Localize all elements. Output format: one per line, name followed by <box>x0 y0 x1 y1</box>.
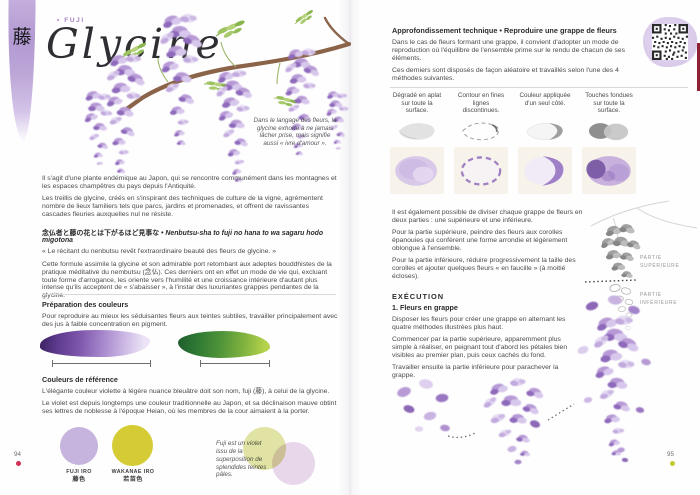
page-number: 94 <box>14 451 21 458</box>
method-sample <box>454 147 508 194</box>
technique-section: Approfondissement technique • Reproduire… <box>392 26 677 87</box>
division-paragraph: Il est également possible de diviser cha… <box>392 209 583 224</box>
body-paragraph: Cette formule assimile la glycine et son… <box>42 260 332 300</box>
division-dotted-line <box>585 279 638 283</box>
flower-caption: Dans le langage des fleurs, la glycine e… <box>253 117 337 148</box>
method-sample <box>390 147 444 194</box>
method-label: Touches fondues sur toute la surface. <box>585 92 633 115</box>
step-arrow-dotted <box>447 432 476 439</box>
qr-code <box>652 24 688 60</box>
measure-bracket <box>200 360 270 367</box>
swatch-label: WAKANAE IRO 若苗色 <box>107 469 159 484</box>
proverb-romaji: • Nenbutsu-sha to fuji no hana to wa sag… <box>42 229 324 244</box>
ref-colors-body: L'élégante couleur violette à légère nua… <box>42 387 330 395</box>
part-lower-label: PARTIE INFÉRIEURE <box>640 292 678 306</box>
section-divider <box>42 294 336 295</box>
method-sample <box>518 147 572 194</box>
prep-colors-heading: Préparation des couleurs <box>42 300 129 309</box>
left-intro-block: Il s'agit d'une plante endémique au Japo… <box>42 175 338 305</box>
method-column: Touches fondues sur toute la surface. <box>582 92 636 194</box>
method-sketch-one-side <box>526 122 563 140</box>
step-heading: 1. Fleurs en grappe <box>392 303 458 312</box>
green-gradient-swatch <box>178 331 270 358</box>
technique-heading: Approfondissement technique • Reproduire… <box>392 26 617 35</box>
execution-section: EXÉCUTION 1. Fleurs en grappe Disposer l… <box>392 292 570 384</box>
swatch-name: WAKANAE IRO <box>111 469 155 475</box>
step-paragraph: Commencer par la partie supérieure, appa… <box>392 335 568 359</box>
edge-tab <box>697 43 700 91</box>
step-paragraph: Travailler ensuite la partie inférieure … <box>392 364 559 379</box>
ref-colors-heading: Couleurs de référence <box>42 375 118 384</box>
method-sketch-blended-touches <box>588 123 629 141</box>
technique-paragraph: Ces derniers sont disposés de façon aléa… <box>392 66 619 82</box>
prep-colors-body: Pour reproduire au mieux les séduisantes… <box>42 312 338 328</box>
method-label: Dégradé en aplat sur toute la surface. <box>392 92 442 115</box>
division-section: Il est également possible de diviser cha… <box>392 209 584 286</box>
step-arrow-dotted <box>547 403 575 421</box>
purple-gradient-swatch <box>40 330 150 357</box>
proverb: 念仏者と藤の花とは下がるほど見事な • Nenbutsu-sha to fuji… <box>42 227 338 244</box>
technique-paragraph: Dans le cas de fleurs formant une grappe… <box>392 38 626 62</box>
intro-paragraph: Il s'agit d'une plante endémique au Japo… <box>42 175 337 190</box>
chapter-tag: • FUJI <box>57 17 85 24</box>
swatch-label: FUJI IRO 藤色 <box>54 469 104 484</box>
proverb-japanese: 念仏者と藤の花とは下がるほど見事な <box>42 229 160 237</box>
prep-colors-section: Préparation des couleurs Pour reproduire… <box>42 300 338 333</box>
swatch-kanji: 藤色 <box>72 475 86 483</box>
fuji-iro-swatch <box>60 427 98 465</box>
page-number: 95 <box>667 451 674 458</box>
method-label: Couleur appliquée d'un seul côté. <box>519 92 571 107</box>
page-gutter <box>338 0 362 495</box>
ref-colors-body: Le violet est depuis longtemps une coule… <box>42 400 337 415</box>
page-marker-dot <box>670 461 675 466</box>
kanji-fuji: 藤 <box>12 26 32 48</box>
execution-heading: EXÉCUTION <box>392 292 445 301</box>
method-column: Couleur appliquée d'un seul côté. <box>518 92 572 194</box>
method-column: Contour en fines lignes discontinues. <box>454 92 508 194</box>
measure-bracket <box>52 360 151 367</box>
methods-row: Dégradé en aplat sur toute la surface. C… <box>390 92 636 194</box>
wakanae-iro-swatch <box>112 425 153 466</box>
fuji-note: Fuji est un violet issu de la superposit… <box>216 440 267 479</box>
intro-paragraph: Les treillis de glycine, créés en s'insp… <box>42 195 323 218</box>
step-paragraph: Disposer les fleurs pour créer une grapp… <box>392 315 566 331</box>
page-marker-dot <box>16 461 21 466</box>
proverb-translation: « Le récitant du nenbutsu revêt l'extrao… <box>42 248 277 256</box>
method-column: Dégradé en aplat sur toute la surface. <box>390 92 444 194</box>
page-title: Glycine <box>46 20 223 68</box>
method-sketch-flat-wash <box>398 123 435 140</box>
method-sketch-dashed-outline <box>462 122 500 141</box>
part-upper-label: PARTIE SUPÉRIEURE <box>640 255 680 269</box>
swatch-name: FUJI IRO <box>66 469 92 475</box>
method-label: Contour en fines lignes discontinues. <box>457 92 505 115</box>
method-sample <box>582 147 636 194</box>
ref-colors-section: Couleurs de référence L'élégante couleur… <box>42 375 338 420</box>
overlap-circle-mauve <box>272 442 315 485</box>
swatch-kanji: 若苗色 <box>123 475 143 483</box>
section-divider <box>390 87 688 88</box>
division-paragraph: Pour la partie supérieure, peindre des f… <box>392 229 568 252</box>
division-paragraph: Pour la partie inférieure, réduire progr… <box>392 257 576 281</box>
